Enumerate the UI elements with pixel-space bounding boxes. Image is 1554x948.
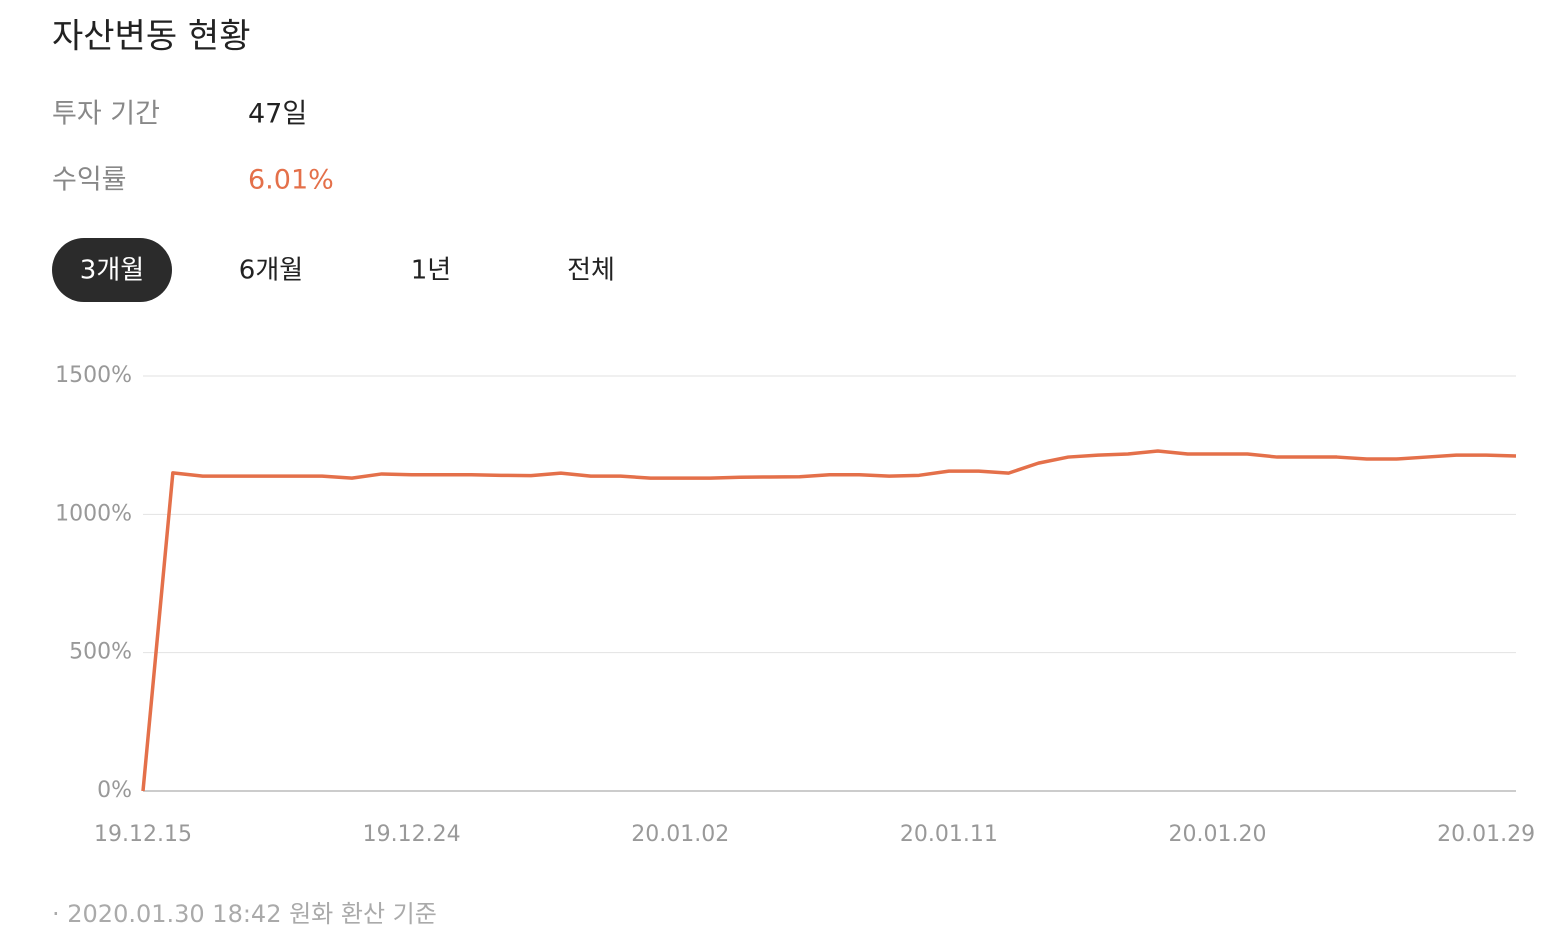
y-tick-label: 0% <box>97 778 132 803</box>
y-tick-label: 500% <box>69 640 132 665</box>
page-title: 자산변동 현황 <box>52 17 251 57</box>
row-label: 수익률 <box>52 165 127 196</box>
x-tick-label: 20.01.02 <box>631 822 729 847</box>
x-tick-label: 20.01.20 <box>1169 822 1267 847</box>
footnote: · 2020.01.30 18:42 원화 환산 기준 <box>52 900 437 928</box>
x-tick-label: 19.12.24 <box>363 822 461 847</box>
row-value: 47일 <box>248 99 307 130</box>
tab[interactable]: 1년 <box>411 256 451 286</box>
x-tick-label: 20.01.29 <box>1437 822 1535 847</box>
y-tick-label: 1500% <box>55 363 132 388</box>
tab[interactable]: 3개월 <box>80 256 144 286</box>
y-tick-label: 1000% <box>55 501 132 526</box>
tab[interactable]: 전체 <box>567 256 615 286</box>
tab[interactable]: 6개월 <box>239 256 303 286</box>
row-value: 6.01% <box>248 165 334 196</box>
x-tick-label: 20.01.11 <box>900 822 998 847</box>
data-line <box>141 449 1517 792</box>
x-tick-label: 19.12.15 <box>94 822 192 847</box>
tab-active-bg[interactable] <box>52 238 172 302</box>
row-label: 투자 기간 <box>52 99 160 130</box>
